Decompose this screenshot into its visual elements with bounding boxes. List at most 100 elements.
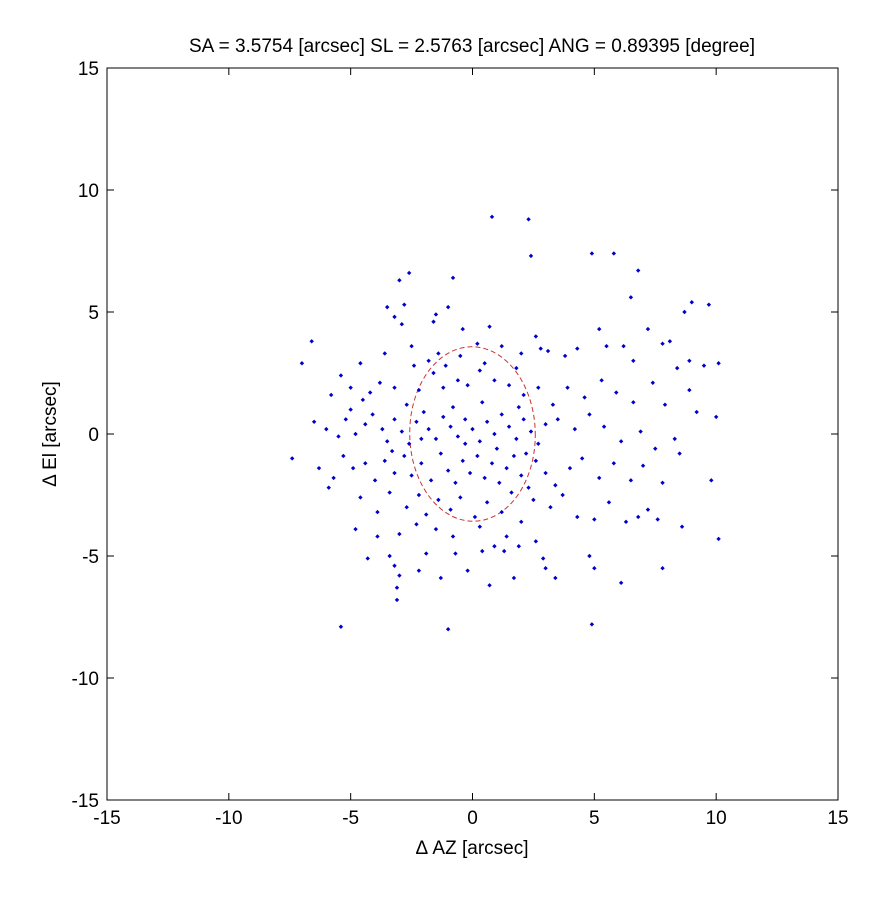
data-point [487, 324, 492, 329]
data-point [597, 475, 602, 481]
data-point [653, 446, 658, 451]
data-point [623, 519, 629, 525]
data-point [516, 544, 521, 549]
data-point [677, 451, 682, 456]
data-point [399, 322, 405, 327]
data-point [402, 453, 407, 459]
data-point [492, 431, 497, 437]
data-point [438, 575, 444, 581]
data-point [587, 412, 592, 417]
data-point [316, 465, 322, 471]
data-point [404, 505, 409, 510]
data-point [667, 339, 673, 344]
data-point [465, 568, 470, 573]
data-point [519, 473, 524, 478]
data-point [433, 312, 439, 317]
data-point [450, 404, 456, 410]
data-point [419, 461, 424, 466]
data-point [521, 392, 526, 398]
data-point [328, 392, 334, 398]
data-point [350, 465, 356, 471]
data-point [638, 429, 643, 434]
data-point [523, 451, 529, 456]
data-point [394, 585, 400, 590]
x-tick-label: 0 [467, 808, 478, 829]
data-point [560, 492, 565, 498]
data-point [416, 492, 422, 498]
data-point [348, 385, 353, 390]
data-point [455, 378, 461, 383]
data-point [516, 404, 521, 410]
data-point [536, 441, 541, 446]
y-tick-label: 0 [88, 425, 99, 446]
data-point [521, 417, 526, 422]
data-point [475, 341, 480, 346]
data-point [548, 505, 553, 510]
x-tick-label: 5 [589, 808, 600, 829]
data-point [492, 544, 497, 549]
data-point [450, 275, 456, 281]
data-point [477, 439, 483, 444]
data-point [426, 426, 431, 432]
data-point [628, 478, 634, 483]
data-point [372, 478, 378, 483]
data-point [553, 483, 558, 488]
x-tick-label: 15 [827, 808, 848, 829]
data-point [358, 361, 363, 366]
data-point [618, 580, 624, 586]
data-point [674, 365, 680, 371]
data-point [572, 426, 578, 432]
data-point [353, 431, 358, 437]
data-point [562, 353, 568, 359]
data-point [480, 400, 485, 405]
data-point [489, 214, 495, 220]
chart-title: SA = 3.5754 [arcsec] SL = 2.5763 [arcsec… [189, 36, 755, 57]
data-point [545, 348, 551, 354]
data-point [528, 253, 534, 259]
data-point [453, 480, 458, 485]
data-point [387, 553, 392, 559]
data-point [467, 470, 473, 476]
data-point [385, 304, 390, 310]
data-point [565, 385, 570, 390]
data-point [660, 566, 665, 571]
data-point [640, 463, 646, 468]
data-point [455, 434, 461, 439]
data-point [499, 412, 504, 417]
data-point [380, 426, 385, 432]
data-point [441, 385, 446, 390]
y-tick-label: 15 [78, 59, 99, 80]
data-point [511, 575, 517, 581]
data-point [460, 458, 465, 464]
data-point [540, 556, 546, 561]
data-point [687, 387, 692, 393]
data-point [660, 480, 665, 485]
x-tick-label: -10 [215, 808, 242, 829]
data-point [543, 566, 548, 571]
data-point [341, 453, 346, 459]
data-point [543, 422, 548, 427]
data-point [494, 446, 500, 451]
data-point [299, 361, 305, 366]
data-point [713, 414, 719, 420]
data-point [526, 217, 531, 222]
data-point [389, 448, 395, 454]
data-point [458, 353, 463, 359]
y-tick-label: -15 [72, 791, 99, 812]
data-point [311, 419, 317, 424]
data-point [635, 268, 641, 273]
data-point [477, 368, 483, 373]
data-point [589, 622, 595, 627]
data-point [489, 461, 495, 466]
data-point [309, 339, 314, 344]
data-point [324, 426, 329, 432]
data-point [458, 495, 463, 500]
data-point [326, 485, 331, 490]
data-point [631, 400, 636, 405]
data-point [397, 531, 402, 537]
data-point [514, 365, 519, 371]
data-point [416, 568, 422, 573]
data-point [445, 627, 451, 632]
y-tick-label: 10 [78, 181, 99, 202]
data-point [553, 575, 558, 581]
